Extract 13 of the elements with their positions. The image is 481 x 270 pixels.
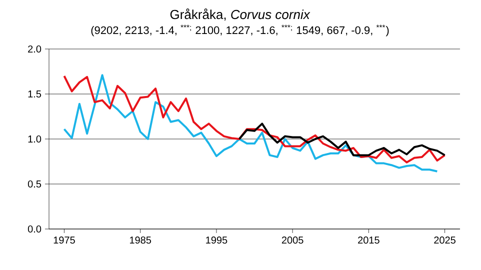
y-tick-label: 0.0 [28, 225, 42, 233]
chart-title: Gråkråka, Corvus cornix [170, 8, 310, 21]
x-tick-label: 2025 [434, 236, 456, 244]
y-tick-label: 2.0 [28, 45, 42, 53]
y-tick-label: 0.5 [28, 180, 42, 188]
x-tick-label: 1995 [206, 236, 228, 244]
x-tick-label: 1985 [130, 236, 152, 244]
y-tick-label: 1.0 [28, 135, 42, 143]
x-tick-label: 2005 [282, 236, 304, 244]
chart-subtitle: (9202, 2213, -1.4, $^{***;}$ 2100, 1227, -1.6, $^{***;}$ 1549, 667, -0.9, $^{***}$) [91, 24, 389, 36]
x-tick-label: 2015 [358, 236, 380, 244]
x-tick-label: 1975 [54, 236, 75, 244]
y-tick-label: 1.5 [28, 90, 42, 98]
